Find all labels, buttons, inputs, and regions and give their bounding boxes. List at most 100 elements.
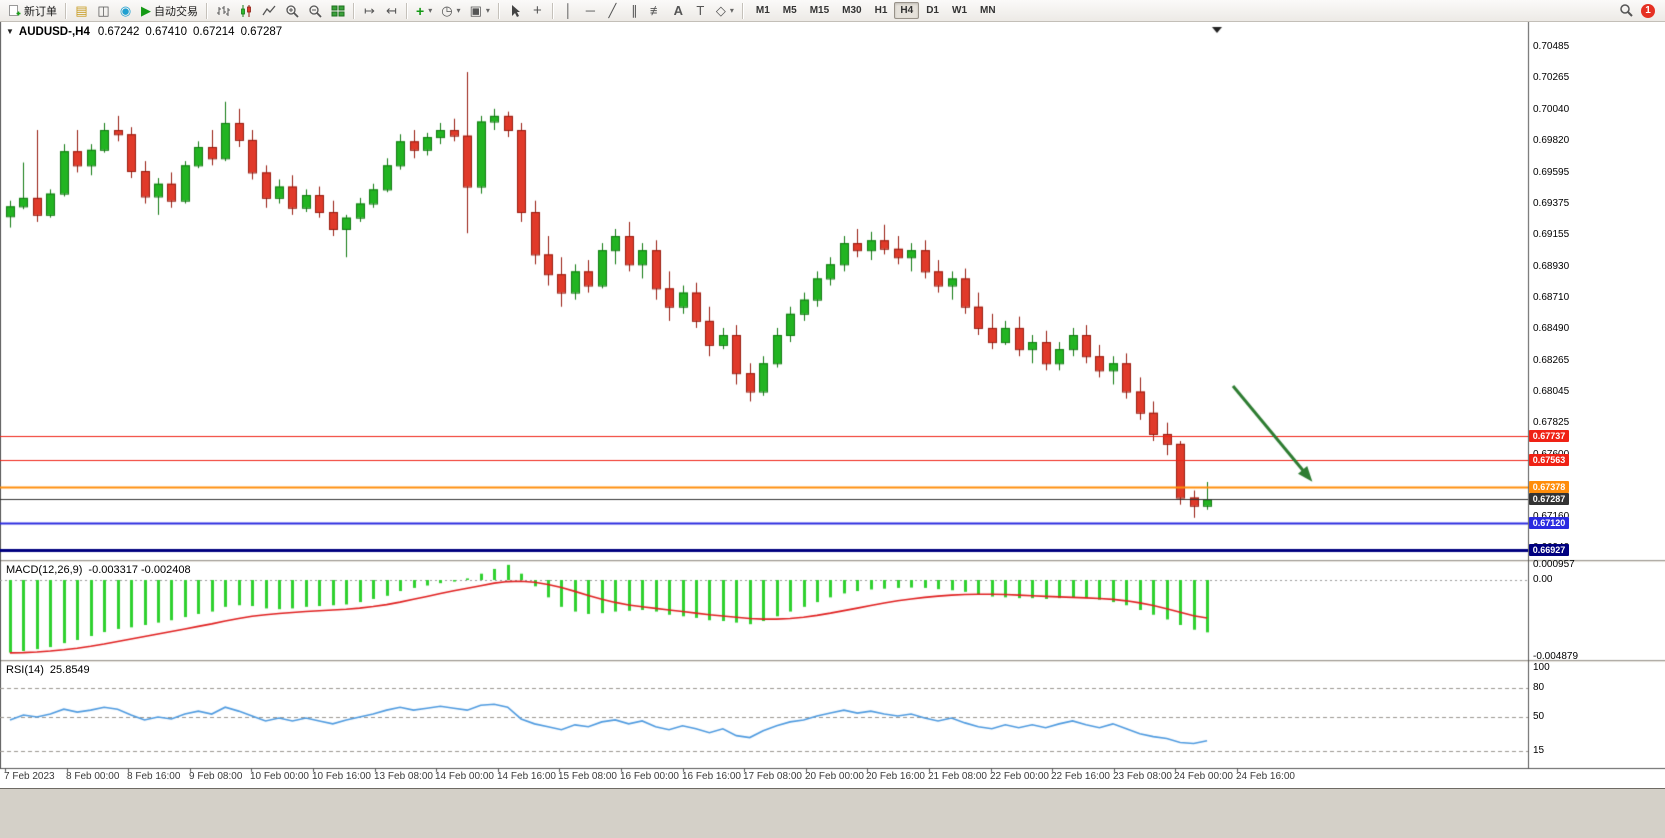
ohlc-open: 0.67242 [97,26,140,38]
price-level-tag[interactable]: 0.67120 [1529,517,1569,529]
rsi-axis-label: 15 [1533,745,1545,756]
shapes-button[interactable]: ◇ ▾ [712,1,738,20]
templates-icon: ▣ [469,3,482,18]
time-axis-label: 13 Feb 08:00 [374,771,433,782]
shapes-icon: ◇ [715,3,726,18]
line-chart-button[interactable] [258,1,280,20]
indicators-button[interactable]: + ▾ [412,1,436,20]
timeframe-m1[interactable]: M1 [750,2,776,19]
price-axis-tick: 0.68045 [1533,386,1570,397]
price-axis-tick: 0.70485 [1533,41,1570,52]
timeframe-m5[interactable]: M5 [777,2,803,19]
toolbar-separator [551,2,554,19]
new-order-button[interactable]: 新订单 [4,1,61,20]
timeframe-w1[interactable]: W1 [946,2,973,19]
price-axis-tick: 0.68930 [1533,261,1570,272]
timeframe-h4[interactable]: H4 [894,2,920,19]
cursor-button[interactable] [504,1,526,20]
chart-symbol-period: AUDUSD-,H4 [18,26,90,38]
chart-shift-button[interactable]: ↤ [381,1,402,20]
horizontal-line-icon: ─ [585,3,595,18]
time-axis-label: 10 Feb 00:00 [250,771,309,782]
zoom-in-button[interactable] [281,1,303,20]
notification-badge[interactable]: 1 [1641,3,1655,18]
label-button[interactable]: T [690,1,711,20]
price-axis-tick: 0.67825 [1533,417,1570,428]
price-level-tag[interactable]: 0.67378 [1529,481,1569,493]
data-window-button[interactable]: ◫ [93,1,114,20]
rsi-axis-label: 80 [1533,682,1545,693]
price-chart-canvas[interactable] [0,22,1665,788]
text-button[interactable]: A [668,1,689,20]
auto-scroll-button[interactable]: ↦ [359,1,380,20]
trendline-button[interactable]: ╱ [602,1,623,20]
autotrading-button[interactable]: ▶ 自动交易 [137,1,202,20]
time-axis-label: 22 Feb 00:00 [990,771,1049,782]
periods-clock-icon: ◷ [441,3,453,18]
channel-icon: ∥ [631,3,638,18]
timeframe-d1[interactable]: D1 [920,2,945,19]
price-level-tag[interactable]: 0.67287 [1529,493,1569,505]
timeframe-h1[interactable]: H1 [869,2,894,19]
rsi-axis-label: 100 [1533,662,1550,673]
line-chart-icon [262,5,276,15]
price-level-tag[interactable]: 0.66927 [1529,544,1569,556]
timeframe-mn[interactable]: MN [974,2,1002,19]
bar-chart-button[interactable] [212,1,234,20]
fibonacci-button[interactable]: ≢ [646,1,667,20]
new-order-label: 新订单 [24,5,57,18]
rsi-name: RSI(14) [6,664,44,676]
toolbar-separator [497,2,500,19]
time-axis-label: 7 Feb 2023 [4,771,55,782]
macd-axis-label: 0.000957 [1533,559,1575,570]
tile-windows-icon [331,5,345,16]
toolbar-separator [206,2,208,19]
crosshair-button[interactable]: + [527,1,548,20]
price-axis-tick: 0.68710 [1533,292,1570,303]
time-axis-label: 24 Feb 00:00 [1174,771,1233,782]
horizontal-line-button[interactable]: ─ [580,1,601,20]
channel-button[interactable]: ∥ [624,1,645,20]
time-axis-label: 17 Feb 08:00 [743,771,802,782]
price-level-tag[interactable]: 0.67737 [1529,430,1569,442]
auto-scroll-icon: ↦ [364,3,375,18]
vertical-line-button[interactable]: │ [558,1,579,20]
macd-axis-label: 0.00 [1533,574,1553,585]
community-button[interactable]: ◉ [115,1,136,20]
price-axis-tick: 0.69595 [1533,167,1570,178]
macd-values: -0.003317 -0.002408 [88,564,191,576]
macd-name: MACD(12,26,9) [6,564,83,576]
market-watch-button[interactable]: ▤ [71,1,92,20]
cursor-icon [511,4,520,17]
candlestick-chart-button[interactable] [235,1,257,20]
rsi-axis-label: 50 [1533,711,1545,722]
timeframe-group: M1 M5 M15 M30 H1 H4 D1 W1 MN [750,2,1002,19]
chart-menu-icon[interactable]: ▼ [6,27,14,36]
ohlc-high: 0.67410 [145,26,187,38]
price-axis-tick: 0.69155 [1533,229,1570,240]
chevron-down-icon: ▾ [729,6,734,15]
autotrading-label: 自动交易 [154,5,198,18]
timeframe-m30[interactable]: M30 [836,2,867,19]
templates-button[interactable]: ▣ ▾ [466,1,494,20]
periods-button[interactable]: ◷ ▾ [437,1,464,20]
timeframe-m15[interactable]: M15 [804,2,835,19]
zoom-out-button[interactable] [304,1,326,20]
price-level-tag[interactable]: 0.67563 [1529,454,1569,466]
search-icon [1620,4,1633,17]
rsi-label: RSI(14) 25.8549 [6,664,90,676]
time-axis-label: 21 Feb 08:00 [928,771,987,782]
tile-windows-button[interactable] [327,1,349,20]
search-button[interactable] [1615,1,1638,20]
toolbar-separator [741,2,744,19]
zoom-out-icon [309,4,322,18]
candlestick-chart-icon [241,4,251,17]
toolbar-separator [406,2,408,19]
price-axis-tick: 0.69820 [1533,135,1570,146]
price-axis-tick: 0.68265 [1533,355,1570,366]
time-axis-label: 15 Feb 08:00 [558,771,617,782]
community-icon: ◉ [119,3,132,18]
time-axis-label: 20 Feb 00:00 [805,771,864,782]
chevron-down-icon: ▾ [485,6,490,15]
label-icon: T [696,3,705,18]
